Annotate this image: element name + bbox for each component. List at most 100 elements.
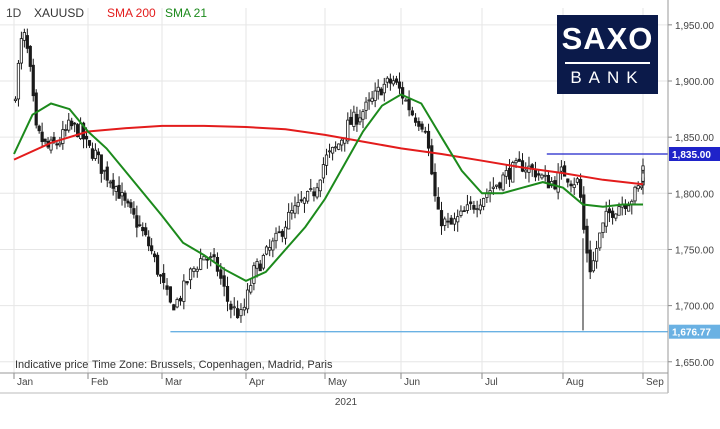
candle-body <box>433 171 437 197</box>
candle-body <box>566 178 570 183</box>
candle-body <box>306 190 310 202</box>
candle-body <box>147 236 151 247</box>
candle-body <box>152 253 157 258</box>
candle-body <box>582 194 586 230</box>
candle-body <box>641 165 645 171</box>
logo-divider <box>565 62 650 64</box>
candle-body <box>28 45 32 67</box>
candle-body <box>132 208 136 215</box>
candle-body <box>185 281 189 284</box>
candle-body <box>258 263 262 272</box>
candle-body <box>524 169 528 173</box>
candle-body <box>43 138 47 142</box>
candle-body <box>235 308 240 319</box>
candle-body <box>633 186 637 202</box>
candle-body <box>556 171 560 193</box>
candle-body <box>330 146 335 154</box>
candle-body <box>70 120 74 127</box>
candle-body <box>264 246 269 255</box>
candle-body <box>209 256 213 259</box>
candle-body <box>40 131 44 143</box>
legend-sma200[interactable]: SMA 200 <box>107 6 156 20</box>
candle-body <box>504 170 508 177</box>
candle-body <box>232 306 236 309</box>
level-tag <box>669 147 720 161</box>
candle-body <box>364 101 368 111</box>
candle-body <box>155 254 160 275</box>
candle-body <box>465 204 470 211</box>
candle-body <box>397 81 402 89</box>
candle-body <box>87 140 92 146</box>
x-tick-label: May <box>328 377 347 388</box>
candle-body <box>321 164 326 179</box>
candle-body <box>229 303 233 310</box>
candle-body <box>261 255 265 269</box>
candle-body <box>370 97 374 102</box>
candle-body <box>404 99 408 102</box>
candle-body <box>498 182 502 189</box>
candle-body <box>540 174 544 179</box>
candle-body <box>108 181 112 184</box>
y-tick-label: 1,850.00 <box>675 133 714 144</box>
candle-body <box>352 111 356 127</box>
candle-body <box>385 77 389 83</box>
symbol-label[interactable]: XAUUSD <box>34 6 85 20</box>
candle-body <box>452 218 457 225</box>
candle-body <box>340 139 344 146</box>
candle-body <box>349 116 353 125</box>
candle-body <box>34 92 38 126</box>
candle-body <box>126 200 130 204</box>
candle-body <box>182 280 186 302</box>
candle-body <box>225 285 230 302</box>
candle-body <box>614 213 618 219</box>
candle-body <box>446 220 450 223</box>
candle-body <box>172 304 176 311</box>
legend-sma21[interactable]: SMA 21 <box>165 6 208 20</box>
candle-body <box>268 247 272 251</box>
candle-body <box>373 90 377 101</box>
candle-body <box>123 192 127 201</box>
candle-body <box>242 306 246 311</box>
candle-body <box>141 226 145 232</box>
candle-body <box>255 261 259 269</box>
candle-body <box>443 218 447 226</box>
candle-body <box>636 185 640 190</box>
candle-body <box>315 187 319 198</box>
logo-text-bank: BANK <box>570 68 645 87</box>
candle-body <box>296 202 300 207</box>
level-tag-label: 1,835.00 <box>672 150 711 161</box>
candle-body <box>361 111 365 120</box>
candle-body <box>391 80 396 85</box>
indicative-price-note: Indicative price <box>15 359 89 371</box>
candle-body <box>324 154 329 166</box>
candle-body <box>302 197 307 204</box>
candle-body <box>49 139 53 151</box>
candle-body <box>309 188 313 191</box>
candle-body <box>283 226 288 239</box>
candle-body <box>591 260 596 272</box>
candle-body <box>61 129 65 144</box>
sma200-line <box>13 124 644 186</box>
y-tick-label: 1,650.00 <box>675 358 714 369</box>
candle-body <box>93 149 97 159</box>
candle-body <box>423 130 427 133</box>
candle-body <box>537 173 541 176</box>
x-tick-label: Jan <box>17 377 33 388</box>
candle-body <box>388 78 392 84</box>
y-tick-label: 1,700.00 <box>675 302 714 313</box>
candle-body <box>394 78 399 83</box>
candle-body <box>13 98 18 102</box>
candle-body <box>475 208 479 211</box>
x-tick-label: Feb <box>91 377 109 388</box>
year-label: 2021 <box>335 397 358 408</box>
candle-body <box>478 204 482 211</box>
y-tick-label: 1,750.00 <box>675 245 714 256</box>
candle-body <box>138 224 142 227</box>
candle-body <box>249 285 253 293</box>
candle-body <box>627 205 631 212</box>
timeframe-label[interactable]: 1D <box>6 6 22 20</box>
candle-body <box>401 87 405 99</box>
candle-body <box>507 167 512 180</box>
